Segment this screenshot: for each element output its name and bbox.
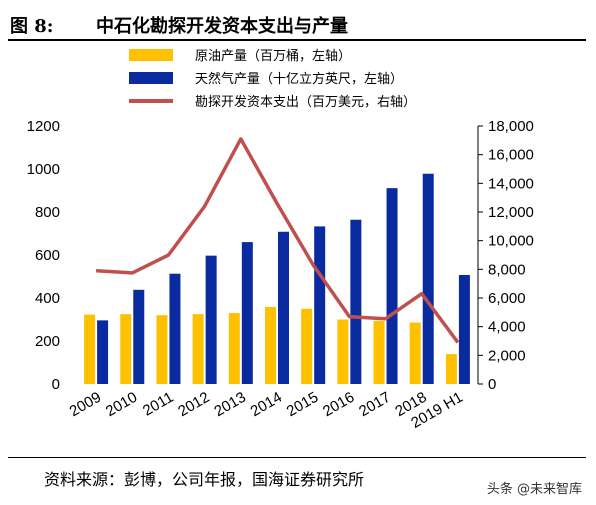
- gas-bar: [278, 231, 289, 384]
- left-tick-label: 600: [35, 247, 60, 264]
- right-tick-label: 16,000: [488, 147, 534, 164]
- oil-bar: [265, 307, 276, 384]
- x-tick-label: 2015: [284, 389, 321, 420]
- oil-bar: [337, 319, 349, 384]
- title-divider: [8, 39, 586, 41]
- chart-svg: 原油产量（百万桶，左轴） 天然气产量（十亿立方英尺，左轴） 勘探开发资本支出（百万美…: [27, 49, 534, 432]
- legend-label-1: 天然气产量（十亿立方英尺，左轴）: [195, 71, 403, 87]
- x-tick-label: 2011: [140, 389, 176, 420]
- legend-label-2: 勘探开发资本支出（百万美元，右轴）: [195, 94, 416, 110]
- right-tick-label: 8,000: [488, 261, 526, 278]
- right-tick-label: 0: [488, 376, 496, 393]
- x-tick-label: 2013: [211, 389, 248, 420]
- oil-bar: [120, 314, 132, 384]
- oil-bar: [301, 308, 313, 384]
- gas-bar: [314, 226, 326, 384]
- left-tick-label: 800: [35, 204, 60, 221]
- x-tick-label: 2017: [356, 389, 393, 420]
- right-tick-label: 10,000: [488, 233, 534, 250]
- oil-bar: [228, 313, 240, 384]
- oil-bar: [445, 354, 457, 384]
- left-axis: 0 200 400 600 800 1000 1200: [27, 118, 60, 393]
- gas-bar: [97, 320, 109, 384]
- gas-bar: [386, 188, 398, 384]
- left-tick-label: 1000: [27, 161, 60, 178]
- left-tick-label: 0: [52, 376, 60, 393]
- capex-line: [95, 137, 460, 344]
- footer-divider: [8, 457, 586, 458]
- legend: 原油产量（百万桶，左轴） 天然气产量（十亿立方英尺，左轴） 勘探开发资本支出（百万美…: [129, 49, 416, 110]
- right-tick-label: 4,000: [488, 319, 526, 336]
- x-tick-label: 2009: [67, 389, 104, 420]
- oil-bar: [156, 315, 168, 384]
- legend-swatch-gas: [129, 72, 173, 84]
- legend-label-0: 原油产量（百万桶，左轴）: [195, 49, 351, 64]
- x-tick-label: 2016: [320, 389, 357, 420]
- capex-line-group: [95, 137, 460, 344]
- right-tick-label: 14,000: [488, 175, 534, 192]
- gas-bar: [169, 273, 181, 384]
- oil-bar: [84, 314, 96, 384]
- watermark: 头条 @未来智库: [486, 482, 582, 497]
- oil-bar: [373, 321, 385, 384]
- right-tick-label: 2,000: [488, 347, 526, 364]
- right-axis: 0 2,000 4,000 6,000 8,000 10,000 12,000 14,000 1…: [477, 118, 534, 393]
- figure-label: 图 8:: [10, 16, 54, 37]
- legend-swatch-oil: [129, 49, 173, 61]
- oil-bar: [409, 322, 421, 384]
- gas-bar: [458, 274, 470, 384]
- gas-bar: [350, 219, 362, 384]
- left-tick-label: 200: [35, 333, 60, 350]
- right-tick-label: 12,000: [488, 204, 534, 221]
- source-note: 资料来源：彭博，公司年报，国海证券研究所: [44, 470, 365, 489]
- x-tick-label: 2010: [103, 389, 140, 420]
- left-tick-label: 1200: [27, 118, 60, 135]
- right-tick-label: 6,000: [488, 290, 526, 307]
- gas-bar: [205, 255, 217, 384]
- oil-bar: [192, 314, 204, 384]
- x-tick-label: 2014: [248, 389, 285, 420]
- right-tick-label: 18,000: [488, 118, 534, 135]
- x-tick-label: 2012: [175, 389, 212, 420]
- bars: [84, 173, 470, 384]
- legend-swatch-capex: [129, 99, 173, 103]
- figure-title: 中石化勘探开发资本支出与产量: [96, 16, 348, 37]
- left-tick-label: 400: [35, 290, 60, 307]
- gas-bar: [241, 242, 253, 384]
- gas-bar: [133, 289, 145, 384]
- gas-bar: [422, 173, 434, 384]
- figure-title-row: 图 8: 中石化勘探开发资本支出与产量: [8, 8, 588, 38]
